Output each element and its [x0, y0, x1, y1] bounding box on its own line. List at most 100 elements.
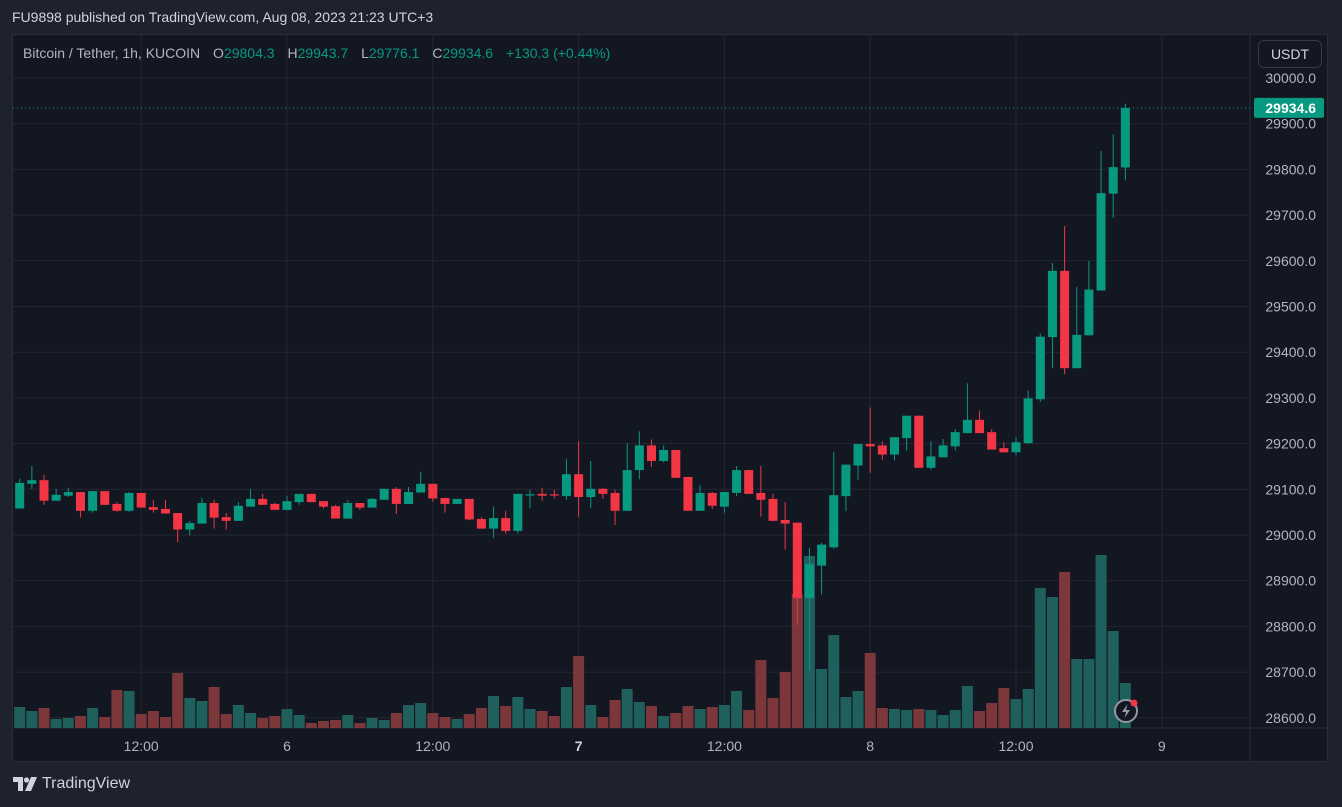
- volume-bar: [633, 702, 645, 728]
- candle: [1023, 390, 1033, 445]
- candle-body: [100, 491, 110, 505]
- candle: [306, 493, 316, 503]
- candle-body: [732, 470, 742, 493]
- candle-body: [136, 492, 146, 508]
- close-label: C: [432, 45, 443, 61]
- close-value: 29934.6: [442, 45, 494, 61]
- candle-body: [671, 449, 681, 478]
- candle-body: [804, 564, 814, 599]
- candle: [489, 506, 499, 538]
- candle-body: [975, 419, 985, 434]
- volume-bar: [62, 718, 74, 728]
- candle: [391, 487, 401, 514]
- candle: [63, 487, 73, 498]
- candle: [1060, 226, 1070, 375]
- candle-body: [537, 493, 547, 496]
- candle-body: [877, 445, 887, 455]
- candle-body: [464, 498, 474, 520]
- candle-body: [1047, 270, 1057, 338]
- volume-bar: [816, 669, 828, 728]
- candle-body: [391, 488, 401, 504]
- volume-bar: [986, 703, 998, 728]
- candle-body: [185, 523, 195, 530]
- volume-bar: [1095, 555, 1107, 728]
- candle-body: [780, 519, 790, 524]
- candle: [112, 502, 122, 512]
- candle-body: [865, 444, 875, 447]
- candle: [902, 415, 912, 451]
- volume-bar: [87, 708, 99, 728]
- volume-bar: [220, 714, 232, 728]
- tradingview-logo[interactable]: TradingView: [13, 775, 130, 793]
- volume-bar: [99, 717, 111, 728]
- candle-body: [719, 492, 729, 507]
- candle: [1072, 286, 1082, 369]
- candle: [987, 428, 997, 450]
- volume-bar: [1046, 597, 1058, 728]
- candle-body: [148, 507, 158, 510]
- candle-body: [355, 503, 365, 508]
- candle-body: [1060, 270, 1070, 369]
- candle-body: [476, 519, 486, 529]
- volume-bar: [864, 653, 876, 728]
- candle-body: [950, 432, 960, 447]
- candle-body: [27, 480, 37, 484]
- symbol-label[interactable]: Bitcoin / Tether, 1h, KUCOIN: [23, 45, 201, 61]
- candle: [561, 459, 571, 500]
- candle: [622, 443, 632, 511]
- lightning-icon[interactable]: [1113, 698, 1139, 724]
- candle: [379, 488, 389, 500]
- candle: [39, 475, 49, 505]
- volume-bar: [463, 714, 475, 728]
- candle-body: [914, 415, 924, 468]
- volume-bar: [937, 715, 949, 728]
- volume-bar: [743, 710, 755, 728]
- candle-body: [659, 449, 669, 461]
- candle: [756, 465, 766, 517]
- price-tick-label: 29000.0: [1265, 527, 1316, 543]
- candle: [707, 492, 717, 509]
- candle: [744, 470, 754, 494]
- candle: [136, 492, 146, 508]
- price-tick-label: 29400.0: [1265, 344, 1316, 360]
- candle: [270, 503, 280, 510]
- candle-body: [404, 492, 413, 504]
- volume-bar: [949, 710, 961, 728]
- candle: [1011, 437, 1021, 456]
- volume-bar: [828, 635, 840, 728]
- volume-bar: [913, 709, 925, 728]
- volume-bar: [694, 709, 706, 728]
- candle: [185, 520, 195, 536]
- candle-body: [501, 518, 511, 531]
- candle: [27, 465, 37, 489]
- open-value: 29804.3: [223, 45, 275, 61]
- candle: [841, 464, 851, 512]
- candle: [404, 487, 413, 504]
- candle: [416, 471, 426, 493]
- volume-bar: [317, 721, 329, 728]
- candle-body: [938, 445, 948, 458]
- currency-button[interactable]: USDT: [1258, 40, 1322, 68]
- volume-bar: [548, 716, 560, 728]
- volume-bar: [208, 687, 220, 728]
- candle-body: [1108, 167, 1118, 194]
- volume-bar: [38, 708, 50, 728]
- candle: [525, 489, 535, 509]
- candle: [501, 510, 511, 534]
- candle: [173, 513, 183, 542]
- candle: [15, 478, 25, 509]
- high-label: H: [287, 45, 298, 61]
- candle: [233, 502, 243, 521]
- candle-body: [586, 488, 596, 498]
- candle: [440, 497, 450, 513]
- candle: [294, 493, 304, 505]
- candle: [476, 517, 486, 529]
- candle-body: [1120, 107, 1130, 168]
- volume-bar: [147, 711, 159, 728]
- volume-bar: [1059, 572, 1071, 728]
- change-value: +130.3 (+0.44%): [505, 45, 611, 61]
- candle-body: [88, 491, 98, 511]
- volume-bar: [439, 717, 451, 728]
- volume-bar: [852, 691, 864, 728]
